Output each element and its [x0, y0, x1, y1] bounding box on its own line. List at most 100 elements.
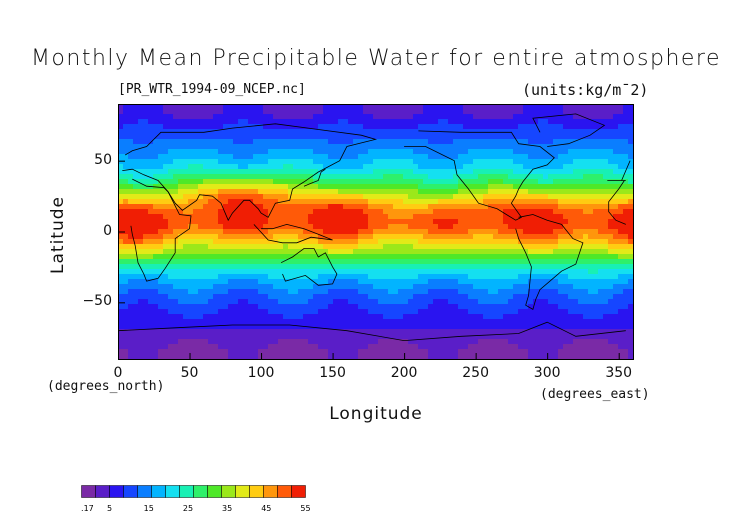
field-cell	[253, 309, 259, 315]
field-cell	[193, 224, 199, 230]
field-cell	[203, 114, 209, 120]
field-cell	[583, 174, 589, 180]
field-cell	[343, 184, 349, 190]
field-cell	[518, 199, 524, 205]
field-cell	[163, 324, 169, 330]
field-cell	[323, 334, 329, 340]
field-cell	[123, 254, 129, 260]
field-cell	[358, 179, 364, 185]
field-cell	[243, 174, 249, 180]
field-cell	[283, 114, 289, 120]
field-cell	[118, 159, 124, 165]
field-cell	[468, 199, 474, 205]
field-cell	[563, 314, 569, 320]
field-cell	[118, 304, 124, 310]
field-cell	[623, 159, 629, 165]
field-cell	[568, 339, 574, 345]
field-cell	[128, 174, 134, 180]
field-cell	[583, 249, 589, 255]
field-cell	[263, 304, 269, 310]
field-cell	[463, 109, 469, 115]
field-cell	[463, 139, 469, 145]
field-cell	[123, 244, 129, 250]
field-cell	[218, 114, 224, 120]
field-cell	[238, 109, 244, 115]
field-cell	[373, 314, 379, 320]
field-cell	[553, 199, 559, 205]
field-cell	[628, 289, 634, 295]
field-cell	[563, 124, 569, 130]
field-cell	[198, 219, 204, 225]
field-cell	[483, 244, 489, 250]
field-cell	[158, 159, 164, 165]
field-cell	[613, 259, 619, 265]
field-cell	[613, 309, 619, 315]
field-cell	[548, 129, 554, 135]
field-cell	[248, 149, 254, 155]
field-cell	[393, 184, 399, 190]
field-cell	[443, 259, 449, 265]
field-cell	[393, 334, 399, 340]
field-cell	[123, 164, 129, 170]
field-cell	[338, 279, 344, 285]
field-cell	[438, 104, 444, 110]
field-cell	[338, 169, 344, 175]
field-cell	[278, 154, 284, 160]
field-cell	[288, 264, 294, 270]
field-cell	[233, 214, 239, 220]
field-cell	[303, 284, 309, 290]
field-cell	[308, 189, 314, 195]
field-cell	[503, 259, 509, 265]
field-cell	[478, 114, 484, 120]
field-cell	[138, 174, 144, 180]
field-cell	[133, 259, 139, 265]
field-cell	[243, 244, 249, 250]
field-cell	[493, 104, 499, 110]
field-cell	[513, 209, 519, 215]
field-cell	[413, 289, 419, 295]
field-cell	[163, 179, 169, 185]
field-cell	[508, 314, 514, 320]
field-cell	[198, 184, 204, 190]
field-cell	[383, 119, 389, 125]
field-cell	[568, 284, 574, 290]
field-cell	[343, 149, 349, 155]
field-cell	[338, 224, 344, 230]
field-cell	[128, 334, 134, 340]
field-cell	[283, 169, 289, 175]
field-cell	[618, 194, 624, 200]
field-cell	[538, 189, 544, 195]
field-cell	[203, 179, 209, 185]
field-cell	[458, 159, 464, 165]
field-cell	[288, 209, 294, 215]
field-cell	[148, 174, 154, 180]
field-cell	[388, 254, 394, 260]
field-cell	[293, 319, 299, 325]
field-cell	[268, 329, 274, 335]
field-cell	[333, 174, 339, 180]
field-cell	[503, 224, 509, 230]
field-cell	[388, 259, 394, 265]
field-cell	[258, 144, 264, 150]
field-cell	[478, 199, 484, 205]
field-cell	[233, 179, 239, 185]
field-cell	[283, 104, 289, 110]
field-cell	[293, 214, 299, 220]
field-cell	[378, 204, 384, 210]
field-cell	[298, 129, 304, 135]
field-cell	[158, 189, 164, 195]
field-cell	[458, 189, 464, 195]
field-cell	[413, 294, 419, 300]
field-cell	[478, 269, 484, 275]
field-cell	[443, 124, 449, 130]
field-cell	[443, 139, 449, 145]
field-cell	[503, 219, 509, 225]
field-cell	[513, 204, 519, 210]
field-cell	[223, 199, 229, 205]
field-cell	[168, 329, 174, 335]
field-cell	[228, 249, 234, 255]
field-cell	[373, 174, 379, 180]
field-cell	[553, 109, 559, 115]
field-cell	[528, 189, 534, 195]
field-cell	[168, 119, 174, 125]
